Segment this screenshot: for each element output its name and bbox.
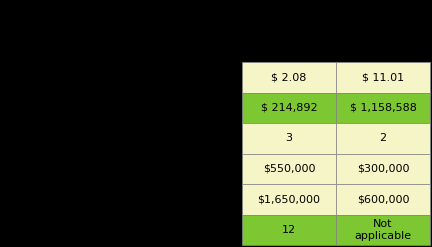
Bar bbox=[242, 92, 336, 123]
Bar bbox=[336, 92, 430, 123]
Bar bbox=[242, 123, 336, 153]
Text: 3: 3 bbox=[286, 133, 292, 143]
Text: 2: 2 bbox=[379, 133, 387, 143]
Text: $1,650,000: $1,650,000 bbox=[257, 194, 321, 204]
Bar bbox=[336, 214, 430, 245]
Bar bbox=[242, 214, 336, 245]
Bar bbox=[336, 184, 430, 214]
Text: 12: 12 bbox=[282, 225, 296, 235]
Text: $600,000: $600,000 bbox=[357, 194, 409, 204]
Text: $550,000: $550,000 bbox=[263, 164, 315, 174]
Text: $300,000: $300,000 bbox=[357, 164, 409, 174]
Bar bbox=[336, 153, 430, 184]
Text: $ 1,158,588: $ 1,158,588 bbox=[349, 103, 416, 113]
Bar bbox=[242, 153, 336, 184]
Text: $ 2.08: $ 2.08 bbox=[271, 72, 307, 82]
Text: $ 214,892: $ 214,892 bbox=[260, 103, 318, 113]
Bar bbox=[336, 62, 430, 92]
Bar bbox=[242, 62, 336, 92]
Text: Not
applicable: Not applicable bbox=[354, 219, 412, 241]
Bar bbox=[242, 184, 336, 214]
Bar bbox=[336, 123, 430, 153]
Text: $ 11.01: $ 11.01 bbox=[362, 72, 404, 82]
